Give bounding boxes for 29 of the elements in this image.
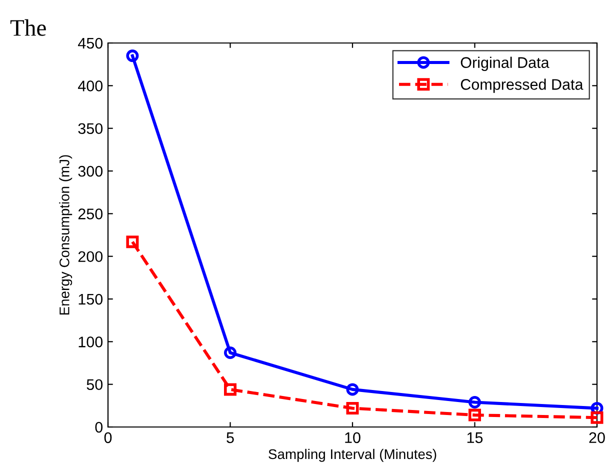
x-tick-label: 20 bbox=[589, 432, 605, 444]
point bbox=[346, 402, 359, 414]
point bbox=[346, 383, 359, 396]
text: The bbox=[10, 19, 46, 36]
y-tick-label: 450 bbox=[78, 38, 103, 49]
y-tick-label: 0 bbox=[95, 422, 103, 433]
x-tick-label: 10 bbox=[345, 432, 360, 444]
y-tick-label: 200 bbox=[78, 251, 103, 262]
y-tick-label: 300 bbox=[78, 166, 103, 177]
point bbox=[468, 408, 481, 422]
legend-label: Original Data bbox=[460, 56, 550, 71]
y-tick-label: 150 bbox=[78, 294, 103, 305]
y-tick-label: 50 bbox=[86, 379, 103, 390]
x-tick-label: 5 bbox=[226, 432, 234, 444]
legend-label: Compressed Data bbox=[460, 78, 584, 93]
y-axis-title: Energy Consumption (mJ) bbox=[59, 155, 72, 315]
point bbox=[126, 50, 139, 62]
y-tick-label: 250 bbox=[78, 208, 103, 220]
point bbox=[224, 346, 236, 360]
point bbox=[468, 396, 481, 409]
point bbox=[590, 411, 604, 424]
x-tick-label: 15 bbox=[467, 432, 483, 444]
y-tick-label: 350 bbox=[78, 123, 103, 134]
y-tick-label: 400 bbox=[78, 80, 103, 92]
y-tick-label: 100 bbox=[78, 336, 103, 348]
point bbox=[224, 383, 236, 396]
point bbox=[126, 236, 139, 248]
x-tick-label: 0 bbox=[104, 432, 112, 444]
x-axis-title: Sampling Interval (Minutes) bbox=[268, 448, 436, 462]
